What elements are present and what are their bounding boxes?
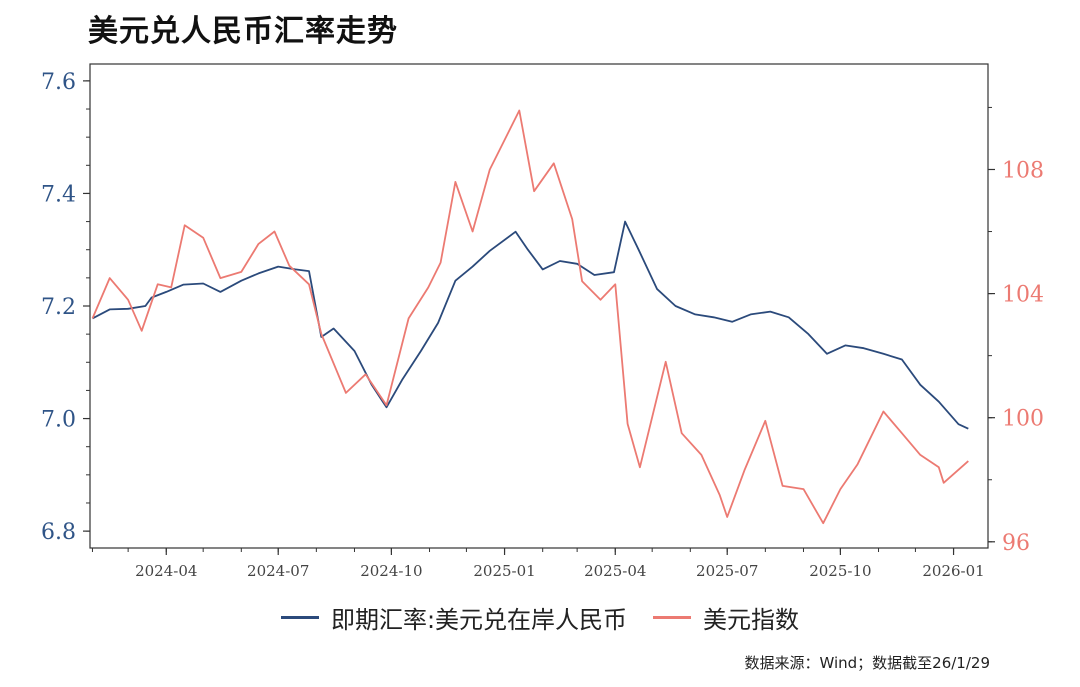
legend: 即期汇率:美元兑在岸人民币 美元指数 <box>0 600 1080 635</box>
legend-swatch-cny <box>280 616 319 619</box>
x-axis-tick-label: 2024-10 <box>360 562 422 580</box>
left-axis-tick-label: 6.8 <box>41 520 76 545</box>
source-note: 数据来源：Wind；数据截至26/1/29 <box>744 654 990 672</box>
legend-label-cny: 即期汇率:美元兑在岸人民币 <box>330 606 628 634</box>
legend-item-dxy: 美元指数 <box>653 600 799 635</box>
x-axis-tick-label: 2025-07 <box>696 562 758 580</box>
plot-frame <box>89 63 989 549</box>
right-axis-tick-label: 100 <box>1002 407 1044 432</box>
x-axis-tick-label: 2025-01 <box>473 562 535 580</box>
x-axis-tick-label: 2024-04 <box>135 562 197 580</box>
x-axis-tick-label: 2025-04 <box>584 562 646 580</box>
x-axis-tick-label: 2024-07 <box>247 562 309 580</box>
left-axis-tick-label: 7.6 <box>41 70 76 95</box>
x-axis-tick-label: 2026-01 <box>922 562 984 580</box>
chart-title: 美元兑人民币汇率走势 <box>88 14 398 49</box>
series-line-dollar-index <box>91 109 969 525</box>
right-axis-tick-label: 104 <box>1002 283 1044 308</box>
x-axis-tick-label: 2025-10 <box>809 562 871 580</box>
legend-swatch-dxy <box>653 616 692 619</box>
series-line-usdcny <box>92 220 969 430</box>
legend-item-cny: 即期汇率:美元兑在岸人民币 <box>280 600 628 635</box>
legend-label-dxy: 美元指数 <box>703 606 800 634</box>
right-axis-tick-label: 96 <box>1002 531 1030 556</box>
right-axis-tick-label: 108 <box>1002 158 1044 183</box>
left-axis-tick-label: 7.0 <box>41 408 76 433</box>
left-axis-tick-label: 7.4 <box>41 182 76 207</box>
left-axis-tick-label: 7.2 <box>41 295 76 320</box>
